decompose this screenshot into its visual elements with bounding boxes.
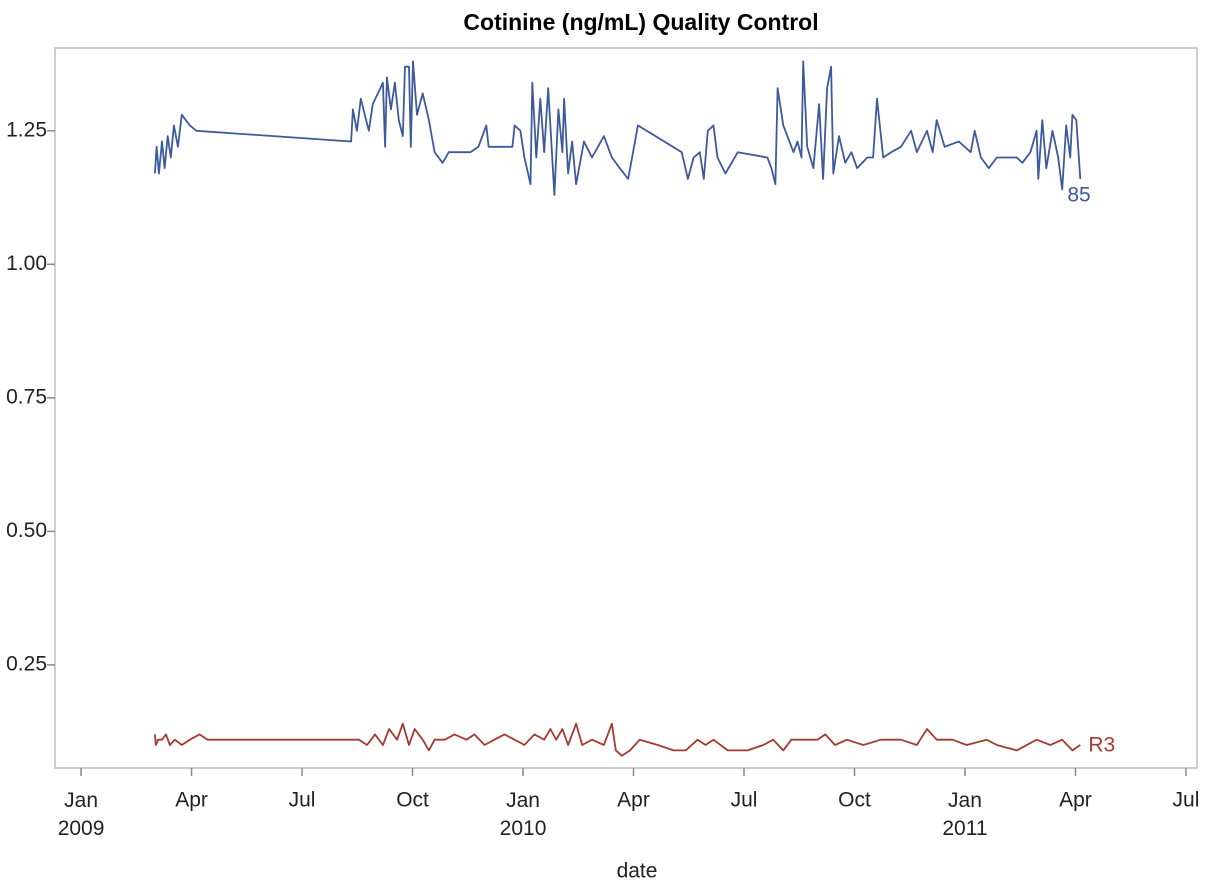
y-tick-label: 1.25 [6, 118, 47, 141]
series-label: R3 [1088, 734, 1115, 757]
x-tick-label: Oct [396, 789, 429, 812]
x-tick-label: Oct [838, 789, 871, 812]
x-tick-label: Apr [1059, 789, 1092, 812]
y-tick-label: 0.50 [6, 519, 47, 542]
series-line [154, 60, 1082, 196]
chart-title: Cotinine (ng/mL) Quality Control [463, 9, 818, 35]
x-tick-label: Apr [617, 789, 650, 812]
x-axis-label: date [617, 860, 658, 883]
x-tick-label: Apr [175, 789, 208, 812]
y-tick-label: 1.00 [6, 252, 47, 275]
y-tick-label: 0.25 [6, 652, 47, 675]
x-tick-label: Jul [1173, 789, 1200, 812]
y-tick-label: 0.75 [6, 385, 47, 408]
series-line [154, 722, 1081, 757]
x-tick-label: Jan 2011 [942, 789, 987, 840]
x-tick-label: Jan 2009 [58, 789, 105, 840]
x-tick-label: Jul [289, 789, 316, 812]
plot-frame [54, 47, 1198, 769]
series-label: 85 [1067, 183, 1090, 206]
x-tick-label: Jul [731, 789, 758, 812]
x-tick-label: Jan 2010 [500, 789, 547, 840]
